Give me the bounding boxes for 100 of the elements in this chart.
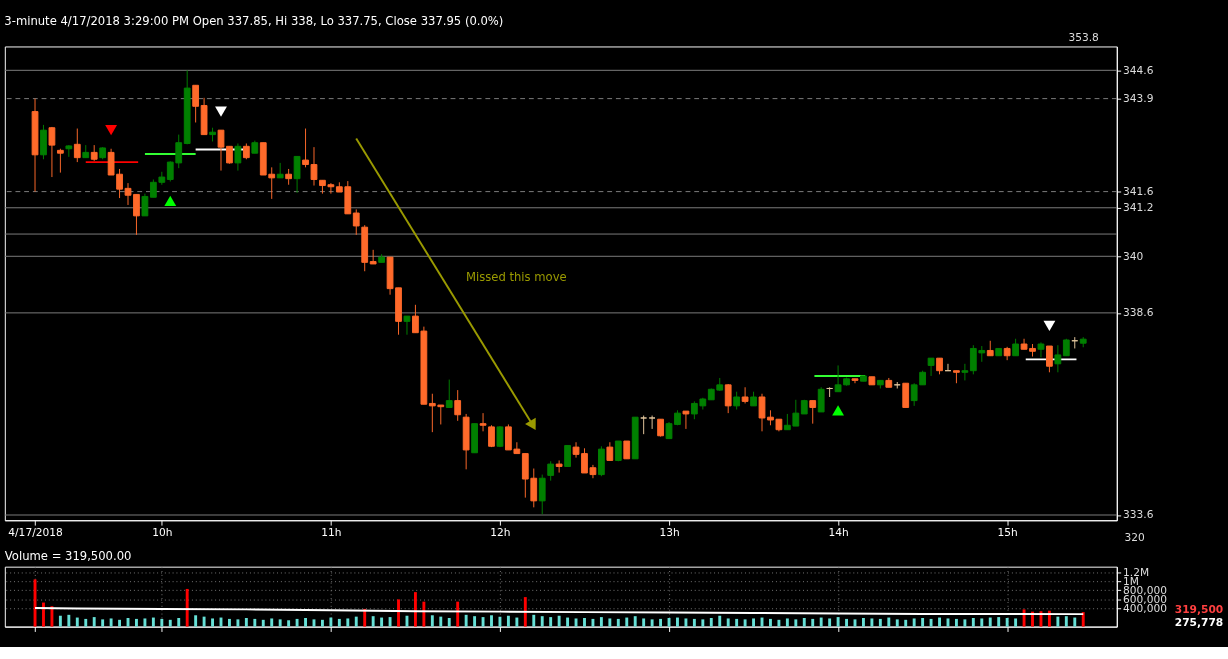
bar [963, 619, 967, 627]
bar [447, 618, 451, 627]
bar [785, 618, 789, 627]
y-tick-label: 343.9 [1123, 92, 1154, 106]
candlestick [234, 143, 242, 172]
bar [236, 619, 240, 627]
candlestick [454, 389, 462, 422]
bar [329, 617, 333, 627]
annotation: Missed this move [465, 270, 567, 285]
bar [650, 619, 654, 627]
bar [583, 618, 586, 627]
x-tick-label: 10h [152, 526, 173, 540]
y-tick-label: 341.2 [1123, 201, 1154, 215]
bar [456, 601, 460, 627]
bar [295, 618, 299, 627]
bar [726, 618, 730, 627]
candlestick [57, 148, 64, 174]
point [1043, 320, 1056, 331]
x-tick-label: 4/17/2018 [8, 526, 63, 540]
bar [887, 617, 891, 627]
bar [354, 616, 358, 627]
bar [929, 618, 933, 627]
bar [473, 616, 477, 627]
chart-title: Volume = 319,500.00 [4, 548, 132, 563]
bar [58, 615, 62, 627]
candlestick [927, 357, 935, 377]
bar [109, 618, 113, 627]
bar [515, 617, 519, 627]
bar [270, 618, 274, 627]
text: 353.8 [1068, 30, 1100, 44]
bar [616, 618, 620, 627]
bar [659, 618, 663, 627]
bar [997, 617, 1001, 627]
bar [861, 618, 865, 627]
bar [777, 619, 781, 627]
bar [371, 616, 375, 627]
candlestick [640, 415, 648, 435]
bar [1005, 618, 1009, 627]
bar [202, 616, 206, 627]
bar [143, 618, 147, 627]
bar [337, 618, 341, 627]
bar [168, 619, 172, 627]
candlestick [1054, 344, 1062, 373]
bar [244, 618, 248, 627]
bar [642, 618, 646, 627]
candlestick [1037, 341, 1045, 358]
line-series [34, 607, 1085, 616]
bar [794, 619, 798, 627]
text: 320 [1124, 530, 1146, 544]
bar [608, 618, 612, 627]
bar [819, 617, 823, 627]
bar [253, 618, 257, 627]
bar [506, 615, 510, 627]
candlestick [817, 386, 825, 413]
bar [430, 615, 434, 627]
bar [912, 618, 916, 627]
bar [938, 617, 941, 627]
bar [540, 616, 544, 627]
bar [464, 614, 468, 627]
candlestick [741, 386, 749, 404]
bar [92, 617, 96, 627]
candlestick [564, 444, 571, 467]
candlestick [352, 208, 360, 236]
candlestick [293, 155, 301, 194]
bar [549, 617, 553, 627]
point [105, 125, 118, 136]
bar [194, 615, 198, 627]
bar [320, 619, 324, 627]
bar [50, 606, 54, 627]
point [832, 405, 845, 416]
candlestick [809, 400, 817, 425]
bar [388, 617, 392, 627]
candlestick [403, 315, 411, 336]
candlestick [73, 128, 81, 163]
bar [523, 597, 527, 627]
bar [532, 614, 536, 627]
bar [752, 618, 755, 627]
text: 319,500 [1174, 603, 1224, 617]
bar [692, 618, 696, 627]
bar [904, 619, 908, 627]
bar [413, 592, 417, 627]
y-tick-label: 338.6 [1123, 306, 1154, 320]
candlestick [851, 378, 859, 384]
candlestick [1046, 345, 1053, 373]
bar [490, 615, 493, 627]
bar [895, 619, 899, 627]
bar [211, 618, 214, 627]
candlestick [445, 379, 453, 408]
bar [67, 614, 71, 627]
bar [836, 617, 840, 627]
bar [1056, 616, 1060, 627]
bar [151, 617, 155, 627]
candlestick [724, 383, 732, 414]
candlestick [141, 193, 149, 217]
candlestick [479, 412, 487, 432]
x-tick-label: 11h [321, 526, 342, 540]
bar [422, 601, 426, 627]
candlestick [538, 474, 546, 515]
bar [988, 617, 992, 627]
bar [684, 618, 688, 627]
